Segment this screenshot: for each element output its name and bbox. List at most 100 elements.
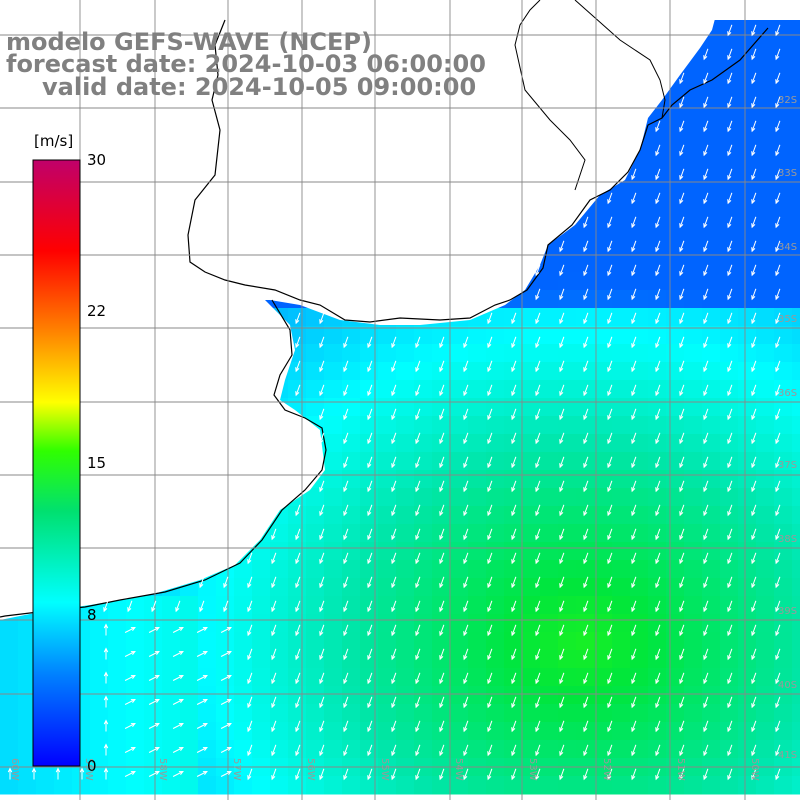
- speed-cell: [450, 524, 469, 543]
- wind-arrow-head: [463, 631, 468, 637]
- wind-arrow-shaft: [751, 432, 757, 444]
- speed-cell: [468, 434, 487, 453]
- speed-cell: [576, 434, 595, 453]
- wind-arrow-shaft: [631, 192, 637, 204]
- wind-arrow: [196, 674, 208, 681]
- wind-arrow: [775, 72, 781, 85]
- wind-arrow-shaft: [439, 648, 445, 660]
- speed-cell: [720, 398, 739, 417]
- speed-cell: [630, 704, 649, 723]
- speed-cell: [540, 272, 559, 291]
- speed-cell: [198, 668, 217, 687]
- wind-arrow-head: [583, 679, 588, 685]
- speed-cell: [738, 74, 757, 93]
- wind-arrow: [631, 504, 637, 517]
- wind-arrow-head: [415, 559, 420, 565]
- wind-arrow: [631, 552, 637, 565]
- wind-arrow-shaft: [775, 384, 781, 396]
- wind-arrow: [271, 672, 277, 685]
- speed-cell: [288, 740, 307, 759]
- wind-arrow: [271, 600, 277, 613]
- wind-arrow-shaft: [679, 528, 685, 540]
- speed-cell: [504, 740, 523, 759]
- wind-arrow-shaft: [559, 312, 565, 324]
- wind-arrow-head: [655, 751, 660, 757]
- wind-arrow-head: [463, 775, 468, 781]
- valid-date: valid date: 2024-10-05 09:00:00: [42, 73, 477, 101]
- wind-arrow: [511, 456, 517, 469]
- wind-arrow-shaft: [391, 336, 397, 348]
- speed-cell: [504, 506, 523, 525]
- wind-arrow-shaft: [679, 384, 685, 396]
- speed-cell: [576, 362, 595, 381]
- speed-cell: [396, 632, 415, 651]
- speed-cell: [648, 200, 667, 219]
- speed-cell: [738, 236, 757, 255]
- wind-arrow-head: [679, 271, 684, 277]
- wind-arrow-head: [583, 535, 588, 541]
- speed-cell: [594, 434, 613, 453]
- wind-arrow-head: [319, 679, 324, 685]
- wind-arrow: [271, 576, 277, 589]
- wind-arrow: [367, 456, 373, 469]
- wind-arrow: [727, 168, 733, 181]
- wind-arrow-shaft: [511, 312, 517, 324]
- speed-cell: [756, 74, 775, 93]
- wind-arrow-shaft: [607, 264, 613, 276]
- wind-arrow-head: [343, 487, 348, 493]
- speed-cell: [306, 704, 325, 723]
- wind-arrow-head: [463, 463, 468, 469]
- wind-arrow-shaft: [655, 432, 661, 444]
- wind-arrow: [31, 767, 37, 780]
- speed-cell: [720, 596, 739, 615]
- wind-arrow-shaft: [535, 336, 541, 348]
- wind-arrow-shaft: [775, 264, 781, 276]
- wind-arrow: [631, 360, 637, 373]
- colorbar-unit-label: [m/s]: [34, 132, 74, 150]
- wind-arrow-shaft: [559, 384, 565, 396]
- wind-arrow-head: [607, 631, 612, 637]
- wind-arrow-shaft: [319, 672, 325, 684]
- speed-cell: [792, 650, 800, 669]
- wind-arrow-shaft: [415, 720, 421, 732]
- speed-cell: [720, 740, 739, 759]
- wind-arrow-head: [367, 751, 372, 757]
- speed-cell: [342, 704, 361, 723]
- speed-cell: [432, 578, 451, 597]
- speed-cell: [108, 614, 127, 633]
- speed-cell: [774, 128, 793, 147]
- wind-arrow-shaft: [775, 552, 781, 564]
- speed-cell: [306, 722, 325, 741]
- wind-arrow-head: [583, 583, 588, 589]
- speed-cell: [594, 380, 613, 399]
- speed-cell: [468, 776, 487, 795]
- speed-cell: [792, 236, 800, 255]
- speed-cell: [756, 38, 775, 57]
- wind-arrow-shaft: [583, 696, 589, 708]
- wind-arrow-shaft: [559, 504, 565, 516]
- speed-cell: [738, 686, 757, 705]
- wind-arrow: [343, 336, 349, 349]
- wind-arrow: [439, 672, 445, 685]
- speed-cell: [576, 416, 595, 435]
- speed-cell: [720, 542, 739, 561]
- wind-arrow: [727, 72, 733, 85]
- wind-arrow-head: [178, 674, 184, 679]
- wind-arrow-head: [343, 775, 348, 781]
- wind-arrow: [367, 432, 373, 445]
- speed-cell: [360, 704, 379, 723]
- wind-arrow-head: [751, 103, 756, 109]
- wind-arrow-shaft: [679, 744, 685, 756]
- speed-cell: [450, 578, 469, 597]
- wind-arrow: [535, 264, 541, 277]
- speed-cell: [306, 488, 325, 507]
- wind-arrow-shaft: [343, 456, 349, 468]
- wind-arrow: [487, 360, 493, 373]
- speed-cell: [414, 722, 433, 741]
- speed-cell: [756, 452, 775, 471]
- speed-cell: [774, 290, 793, 309]
- wind-arrow-head: [607, 655, 612, 661]
- wind-arrow-shaft: [148, 675, 160, 681]
- wind-arrow: [511, 768, 517, 781]
